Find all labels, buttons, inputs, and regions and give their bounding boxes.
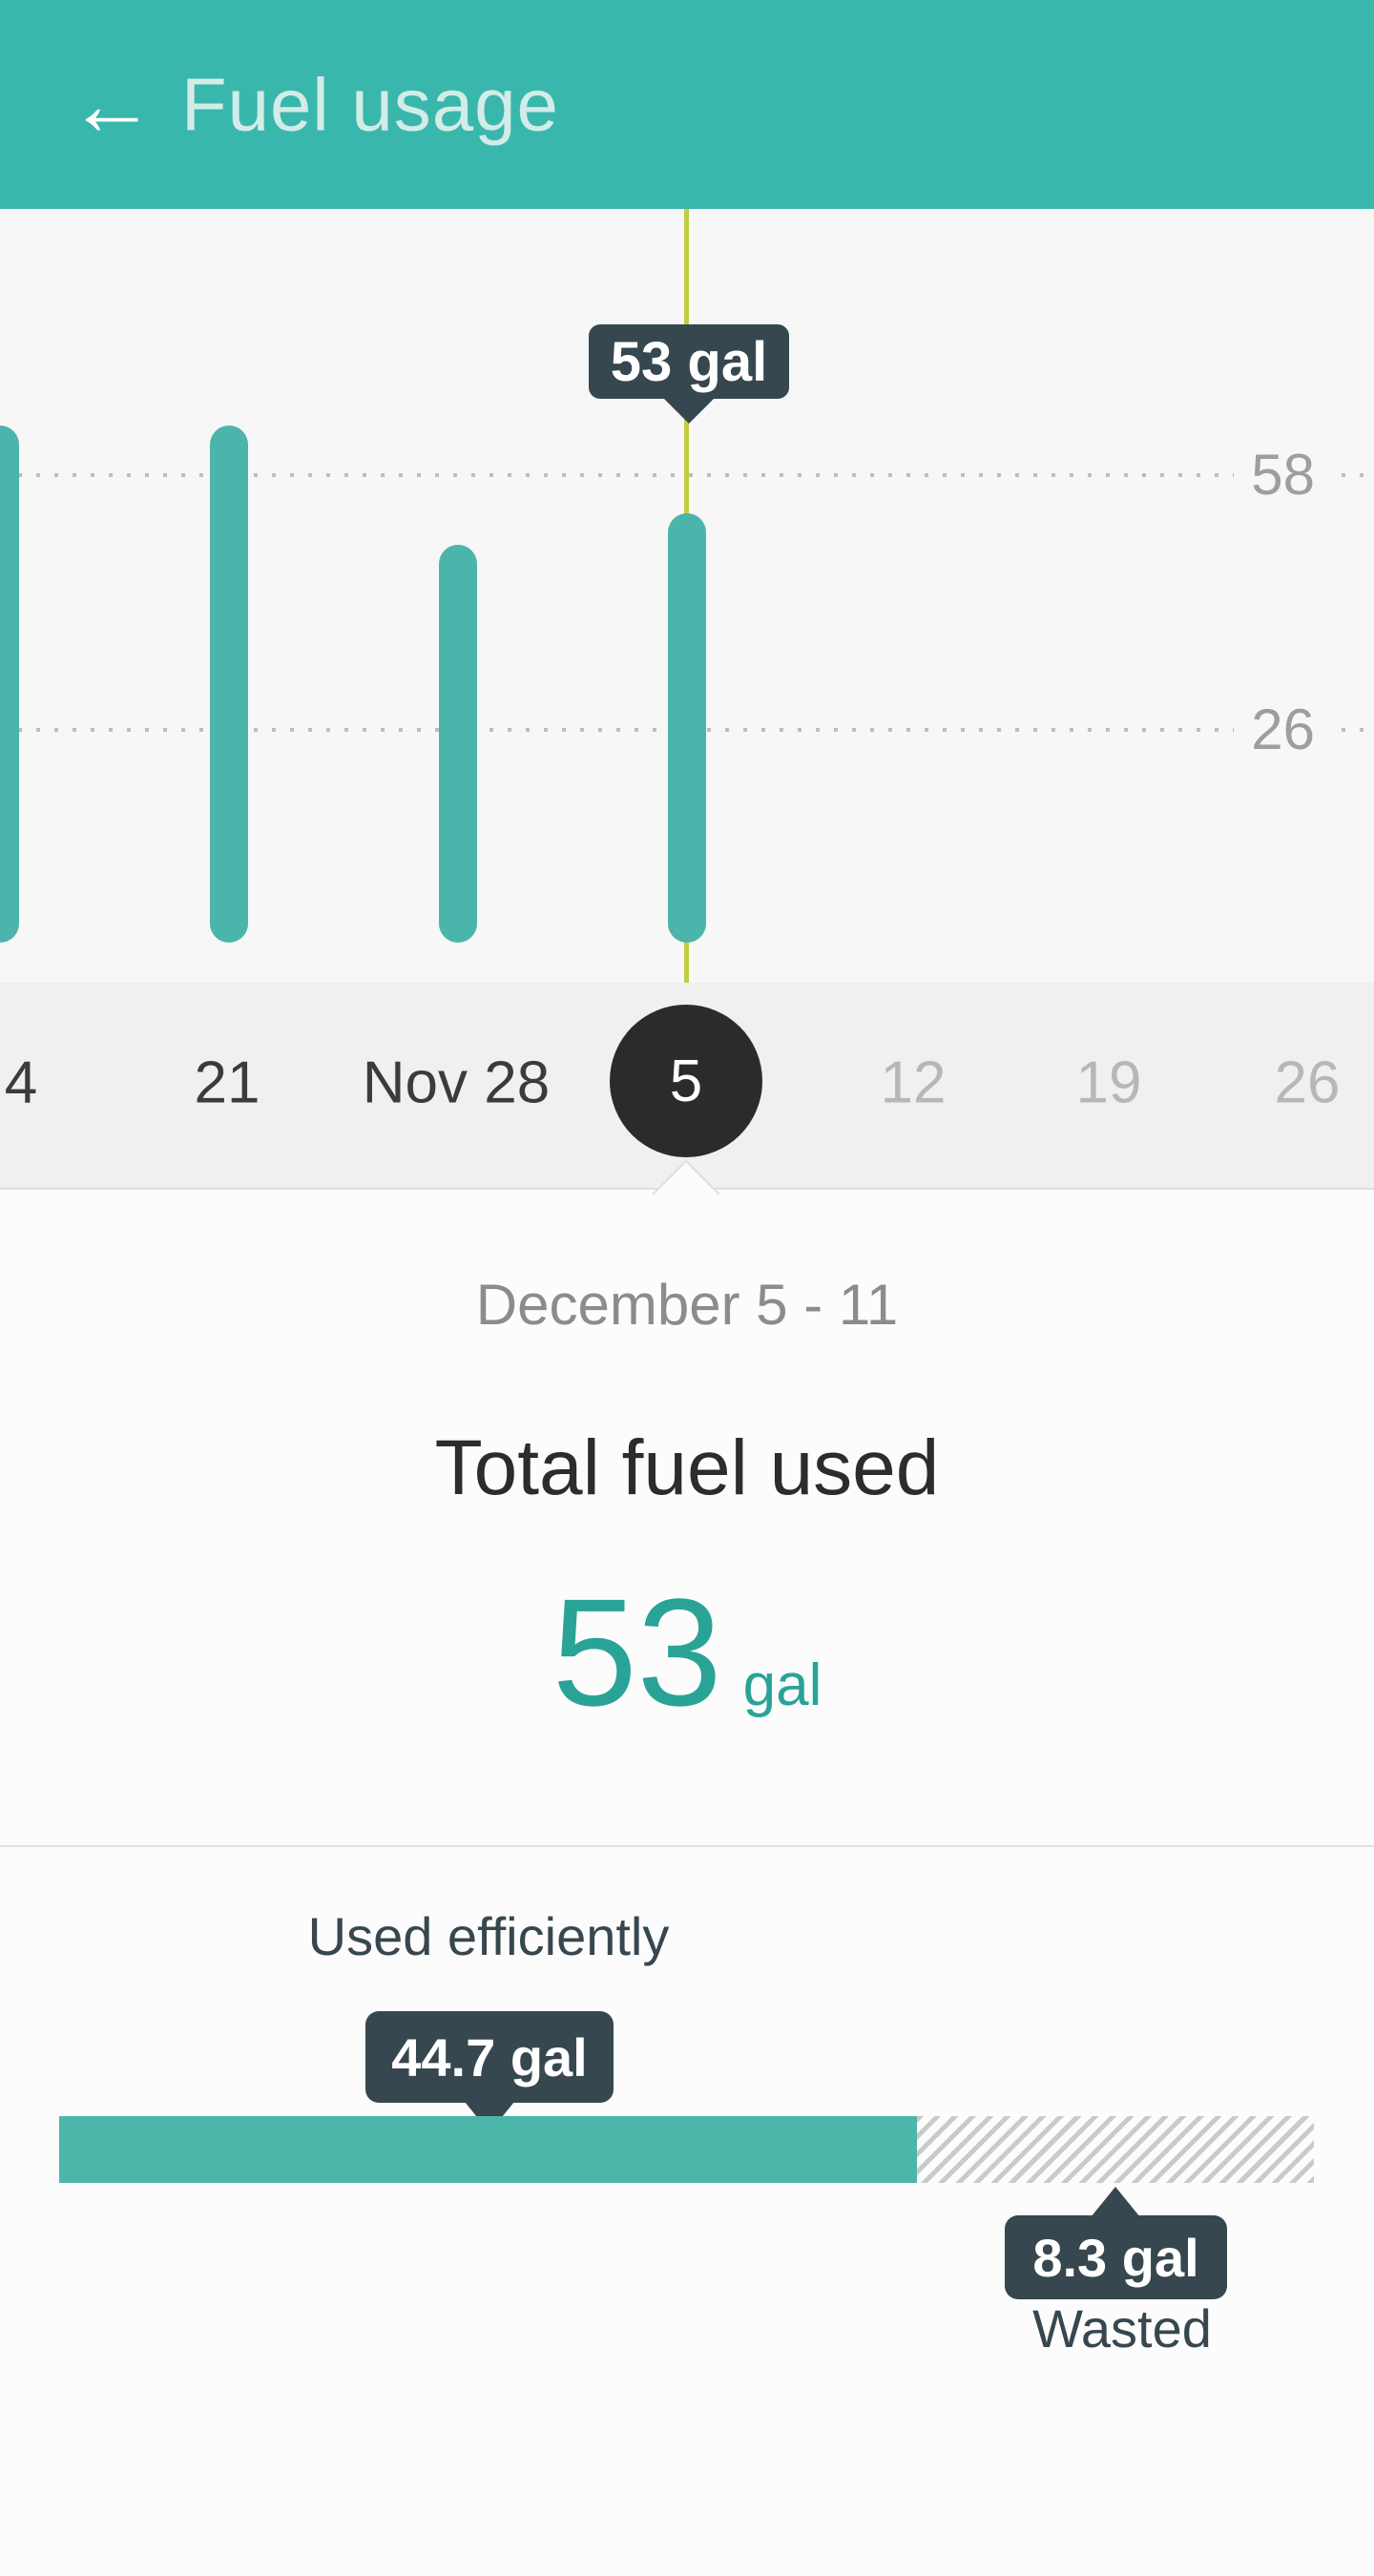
total-fuel-label: Total fuel used: [434, 1424, 940, 1511]
x-label-selected-text: 5: [669, 1048, 703, 1114]
bar-week-5[interactable]: [668, 512, 706, 943]
x-label-selected-5[interactable]: 5: [610, 1005, 762, 1157]
wasted-amount-text: 8.3 gal: [1032, 2227, 1199, 2288]
selected-date-range: December 5 - 11: [475, 1273, 899, 1337]
total-fuel-unit: gal: [742, 1652, 822, 1718]
wasted-hatched-fill: [917, 2116, 1314, 2183]
bar-week-4[interactable]: [0, 425, 19, 943]
total-fuel-amount: 53 gal: [0, 1576, 1374, 1729]
bar-week-21[interactable]: [210, 425, 248, 943]
back-button[interactable]: ←: [59, 52, 164, 157]
page-title: Fuel usage: [181, 62, 559, 146]
y-axis-tick-26: 26: [1234, 698, 1332, 762]
section-divider: [0, 1845, 1374, 1847]
wasted-amount-badge: 8.3 gal: [1005, 2215, 1227, 2299]
app-bar: ← Fuel usage: [0, 0, 1374, 209]
wasted-label: Wasted: [1032, 2298, 1212, 2358]
y-axis-tick-58: 58: [1234, 444, 1332, 508]
wasted-badge-pointer-up-icon: [1091, 2187, 1140, 2217]
selected-week-caret: [652, 1159, 720, 1228]
x-label-12[interactable]: 12: [880, 1049, 947, 1116]
used-efficiently-label: Used efficiently: [307, 1906, 670, 1966]
x-axis-band: 4 21 Nov 28 5 12 19 26: [0, 983, 1374, 1228]
x-label-4[interactable]: 4: [4, 1049, 38, 1116]
x-label-26[interactable]: 26: [1274, 1049, 1341, 1116]
efficient-amount-badge: 44.7 gal: [365, 2011, 614, 2103]
selected-value-tooltip: 53 gal: [589, 324, 789, 424]
total-fuel-value: 53: [552, 1567, 722, 1737]
x-label-19[interactable]: 19: [1075, 1049, 1142, 1116]
efficient-fill: [59, 2116, 918, 2183]
bar-week-nov-28[interactable]: [439, 545, 477, 943]
efficient-amount-text: 44.7 gal: [391, 2026, 588, 2088]
tooltip-pointer-down-icon: [663, 398, 715, 424]
bar-chart: 53 gal 26 58: [0, 209, 1374, 983]
selected-value-tooltip-text: 53 gal: [610, 330, 768, 393]
arrow-left-icon: ←: [68, 55, 156, 154]
efficiency-progress-bar: [59, 2116, 1314, 2183]
x-label-21[interactable]: 21: [194, 1049, 260, 1116]
x-label-nov-28[interactable]: Nov 28: [362, 1049, 551, 1116]
